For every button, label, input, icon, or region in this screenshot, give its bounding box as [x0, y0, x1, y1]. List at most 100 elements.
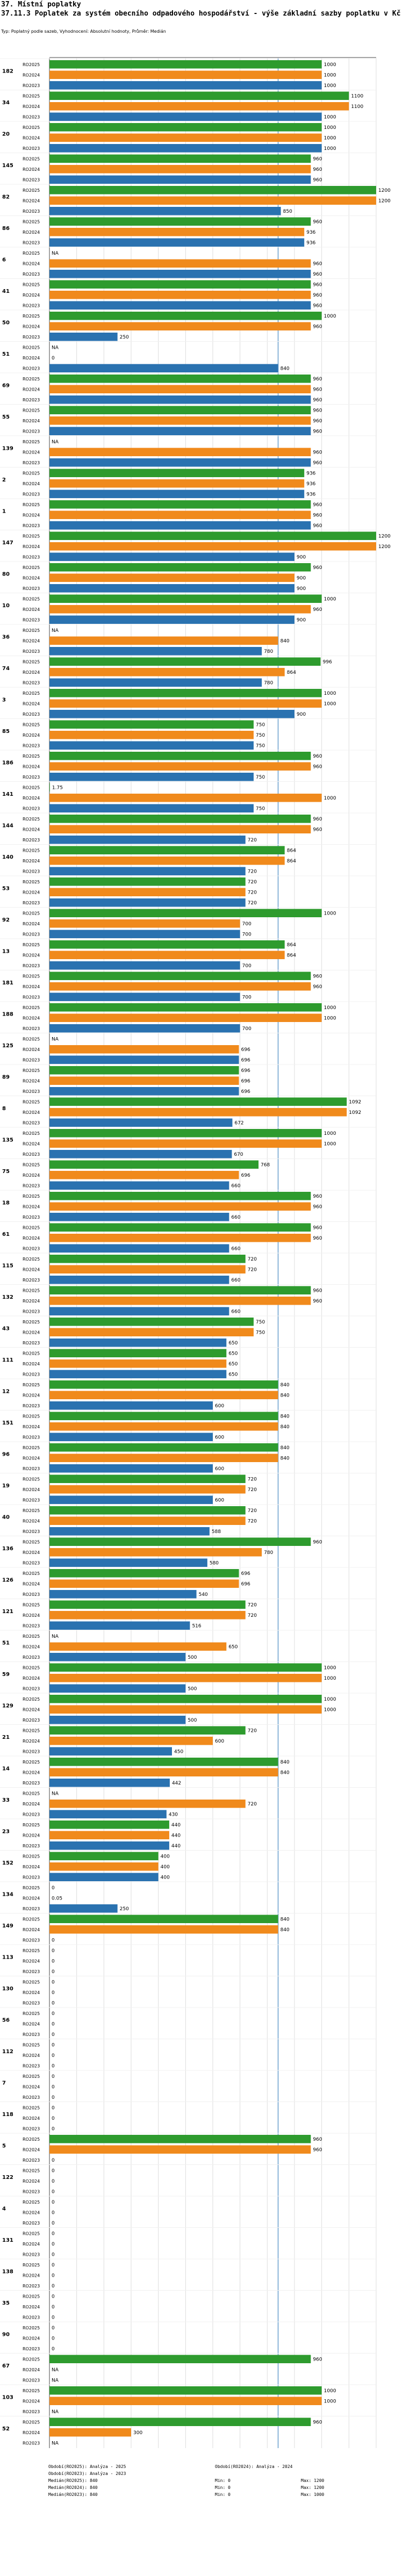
bar	[49, 752, 311, 760]
bar	[49, 1737, 213, 1745]
value-label: NA	[52, 440, 59, 445]
value-label: 1092	[349, 1110, 361, 1116]
bar	[49, 291, 311, 299]
bar	[49, 720, 254, 729]
bar	[49, 1527, 210, 1536]
bar	[49, 81, 322, 90]
bar	[49, 636, 278, 645]
row-id: 151	[2, 1420, 13, 1426]
value-label: 960	[313, 828, 322, 833]
series-label: RO2025	[23, 94, 40, 99]
bar	[49, 615, 294, 624]
row-id: 115	[2, 1263, 13, 1269]
series-label: RO2023	[23, 807, 40, 811]
value-label: 650	[228, 1645, 238, 1650]
series-label: RO2023	[23, 2221, 40, 2226]
value-label: NA	[52, 2368, 59, 2373]
series-label: RO2023	[23, 2190, 40, 2194]
row-id: 41	[2, 289, 10, 294]
series-label: RO2025	[23, 1163, 40, 1168]
value-label: 960	[313, 1236, 322, 1241]
series-label: RO2025	[23, 1634, 40, 1639]
value-label: 0	[52, 2053, 55, 2059]
bar	[49, 531, 376, 540]
value-label: NA	[52, 2378, 59, 2384]
bar	[49, 710, 294, 718]
value-label: 960	[313, 272, 322, 277]
value-label: 700	[242, 995, 251, 1001]
series-label: RO2023	[23, 2409, 40, 2414]
series-label: RO2025	[23, 1697, 40, 1702]
row-id: 186	[2, 760, 13, 766]
series-label: RO2023	[23, 1466, 40, 1471]
series-label: RO2024	[23, 293, 40, 298]
series-label: RO2024	[23, 104, 40, 109]
value-label: 936	[306, 241, 315, 246]
value-label: 720	[248, 1508, 257, 1514]
series-label: RO2024	[23, 890, 40, 895]
series-label: RO2025	[23, 2388, 40, 2393]
bar	[49, 154, 311, 163]
bar	[49, 2386, 322, 2395]
value-label: 700	[242, 922, 251, 927]
bar	[49, 846, 285, 854]
row-id: 80	[2, 572, 10, 578]
value-label: 720	[248, 838, 257, 843]
series-label: RO2024	[23, 1330, 40, 1335]
series-label: RO2025	[23, 1445, 40, 1450]
series-label: RO2025	[23, 1226, 40, 1231]
bar	[49, 144, 322, 153]
bar	[49, 1841, 169, 1850]
row-id: 89	[2, 1075, 10, 1081]
series-label: RO2025	[23, 314, 40, 319]
series-label: RO2024	[23, 2211, 40, 2215]
series-label: RO2023	[23, 2064, 40, 2069]
value-label: 0	[52, 2200, 55, 2205]
value-label: NA	[52, 2409, 59, 2415]
row-id: 36	[2, 635, 10, 641]
bar	[49, 1443, 278, 1452]
row-id: 141	[2, 791, 13, 797]
bar	[49, 1779, 170, 1787]
value-label: 960	[313, 1205, 322, 1210]
bar	[49, 416, 311, 425]
value-label: 0	[52, 2347, 55, 2352]
value-label: NA	[52, 628, 59, 634]
bar	[49, 982, 311, 991]
bar	[49, 1223, 311, 1232]
value-label: 900	[297, 618, 306, 623]
series-label: RO2024	[23, 1519, 40, 1524]
value-label: 0	[52, 2263, 55, 2268]
series-label: RO2023	[23, 460, 40, 465]
value-label: 1000	[324, 691, 336, 696]
row-id: 7	[2, 2081, 6, 2086]
value-label: 500	[188, 1687, 197, 1692]
value-label: 700	[242, 963, 251, 969]
bar	[49, 1150, 232, 1159]
series-label: RO2025	[23, 1791, 40, 1796]
series-label: RO2023	[23, 1058, 40, 1063]
bar	[49, 1810, 167, 1818]
series-label: RO2024	[23, 2399, 40, 2404]
series-label: RO2024	[23, 419, 40, 423]
series-label: RO2025	[23, 188, 40, 193]
value-label: 0	[52, 2001, 55, 2006]
value-label: 650	[228, 1341, 238, 1346]
value-label: 996	[323, 660, 332, 665]
bar	[49, 1915, 278, 1923]
row-id: 51	[2, 351, 10, 357]
value-label: 960	[313, 2137, 322, 2142]
series-label: RO2025	[23, 2011, 40, 2016]
bar	[49, 1276, 229, 1284]
value-label: 600	[215, 1404, 224, 1409]
row-id: 92	[2, 917, 10, 923]
series-label: RO2024	[23, 1708, 40, 1712]
bar	[49, 123, 322, 132]
bar	[49, 584, 294, 593]
value-label: 960	[313, 1194, 322, 1199]
value-label: 720	[248, 1487, 257, 1493]
series-label: RO2024	[23, 670, 40, 675]
value-label: 0	[52, 2221, 55, 2226]
value-label: 960	[313, 565, 322, 571]
